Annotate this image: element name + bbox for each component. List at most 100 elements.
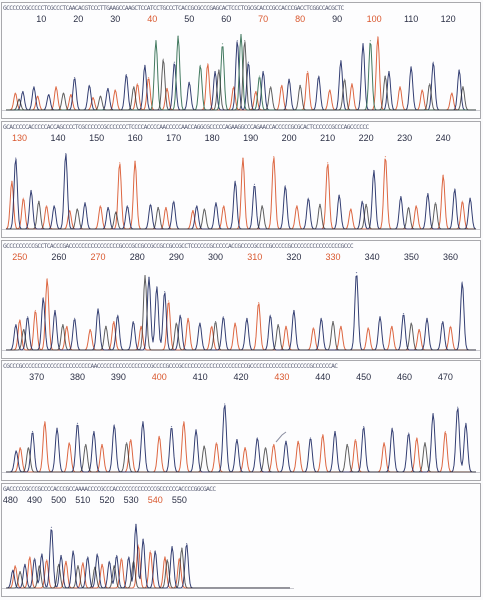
peak-red <box>19 319 20 320</box>
peak-blue <box>457 407 458 408</box>
tick-label: 260 <box>51 250 66 264</box>
tick-label: 470 <box>438 370 453 384</box>
peak-blue <box>150 204 151 205</box>
tick-label: 440 <box>315 370 330 384</box>
peak-blue <box>15 324 16 325</box>
peak-blue <box>465 423 466 424</box>
peak-black <box>204 208 205 209</box>
pen-mark <box>272 430 292 444</box>
peak-red <box>65 561 66 562</box>
peak-red <box>164 556 165 557</box>
peak-red <box>273 444 274 445</box>
peak-red <box>298 441 299 442</box>
peak-blue <box>22 91 23 92</box>
tick-label: 390 <box>111 370 126 384</box>
peak-green <box>155 40 156 41</box>
tick-label: 530 <box>124 493 139 507</box>
peak-blue <box>411 66 412 67</box>
peak-red <box>69 210 70 211</box>
peak-red <box>445 431 446 432</box>
peak-blue <box>263 71 264 72</box>
peak-red <box>23 198 24 199</box>
chromatogram-panel-5: GACCCCCGCCCGCCCCACCCGCCAAAACCCCGCCCACCCC… <box>1 483 481 597</box>
peak-red <box>462 201 463 202</box>
peak-blue <box>54 205 55 206</box>
peak-blue <box>43 297 44 298</box>
peak-red <box>130 439 131 440</box>
tick-label: 490 <box>27 493 42 507</box>
peak-black <box>18 99 19 100</box>
peak-green <box>370 40 371 41</box>
peak-red <box>350 208 351 209</box>
peak-blue <box>199 323 200 324</box>
tick-label: 130 <box>12 131 27 145</box>
peak-red <box>377 36 378 37</box>
peak-blue <box>93 431 94 432</box>
peak-black <box>158 207 159 208</box>
peak-black <box>176 323 177 324</box>
peak-blue <box>392 428 393 429</box>
peak-red <box>113 321 114 322</box>
tick-label: 210 <box>320 131 335 145</box>
peak-blue <box>236 439 237 440</box>
peak-red <box>82 562 83 563</box>
tick-label: 290 <box>169 250 184 264</box>
peak-red <box>355 439 356 440</box>
position-axis: 370 380 390 400 410 420 430 440 450 460 470 <box>2 370 480 384</box>
peak-blue <box>31 190 32 191</box>
peak-blue <box>51 527 52 528</box>
tick-label: 280 <box>130 250 145 264</box>
peak-black <box>344 79 345 80</box>
peak-blue <box>33 86 34 87</box>
tick-label: 70 <box>258 12 268 26</box>
peak-black <box>265 447 266 448</box>
peak-black <box>204 445 205 446</box>
peak-red <box>416 437 417 438</box>
peak-black <box>77 565 78 566</box>
peak-blue <box>171 426 172 427</box>
peak-red <box>285 326 286 327</box>
peak-blue <box>186 543 187 544</box>
chromatogram-panel-3: GCCCCCCCCCGCCTCACCCGACCCCCCCCCCCCCCCCGCC… <box>1 240 481 359</box>
peak-blue <box>403 313 404 314</box>
peak-red <box>15 92 16 93</box>
peak-red <box>351 83 352 84</box>
peak-black <box>347 444 348 445</box>
peak-black <box>63 92 64 93</box>
chromatogram-panel-4: CGCCCGCCCCCCCCCCCCCCCCCCCCCCAACCCCCCCCCC… <box>1 360 481 481</box>
peak-blue <box>143 539 144 540</box>
peak-red <box>46 559 47 560</box>
peak-blue <box>77 423 78 424</box>
peak-red <box>419 329 420 330</box>
tick-label: 420 <box>233 370 248 384</box>
tick-label: 220 <box>359 131 374 145</box>
peak-blue <box>196 205 197 206</box>
peak-red <box>416 205 417 206</box>
peak-blue <box>340 60 341 61</box>
tick-label: 320 <box>286 250 301 264</box>
peak-black <box>62 324 63 325</box>
tick-label: 400 <box>152 370 167 384</box>
peak-black <box>100 96 101 97</box>
peak-black <box>435 202 436 203</box>
peak-red <box>223 205 224 206</box>
tick-label: 170 <box>166 131 181 145</box>
peak-red <box>451 92 452 93</box>
trace-plot <box>2 265 480 356</box>
peak-blue <box>270 315 271 316</box>
peak-black <box>411 323 412 324</box>
peak-blue <box>108 207 109 208</box>
peak-black <box>114 565 115 566</box>
tick-label: 40 <box>147 12 157 26</box>
peak-red <box>70 94 71 95</box>
peak-blue <box>442 321 443 322</box>
peak-blue <box>379 316 380 317</box>
peak-red <box>242 158 243 159</box>
peak-red <box>233 86 234 87</box>
peak-black <box>424 442 425 443</box>
peak-red <box>340 326 341 327</box>
peak-blue <box>133 321 134 322</box>
peak-red <box>192 210 193 211</box>
trace-blue <box>6 276 476 350</box>
peak-blue <box>107 88 108 89</box>
